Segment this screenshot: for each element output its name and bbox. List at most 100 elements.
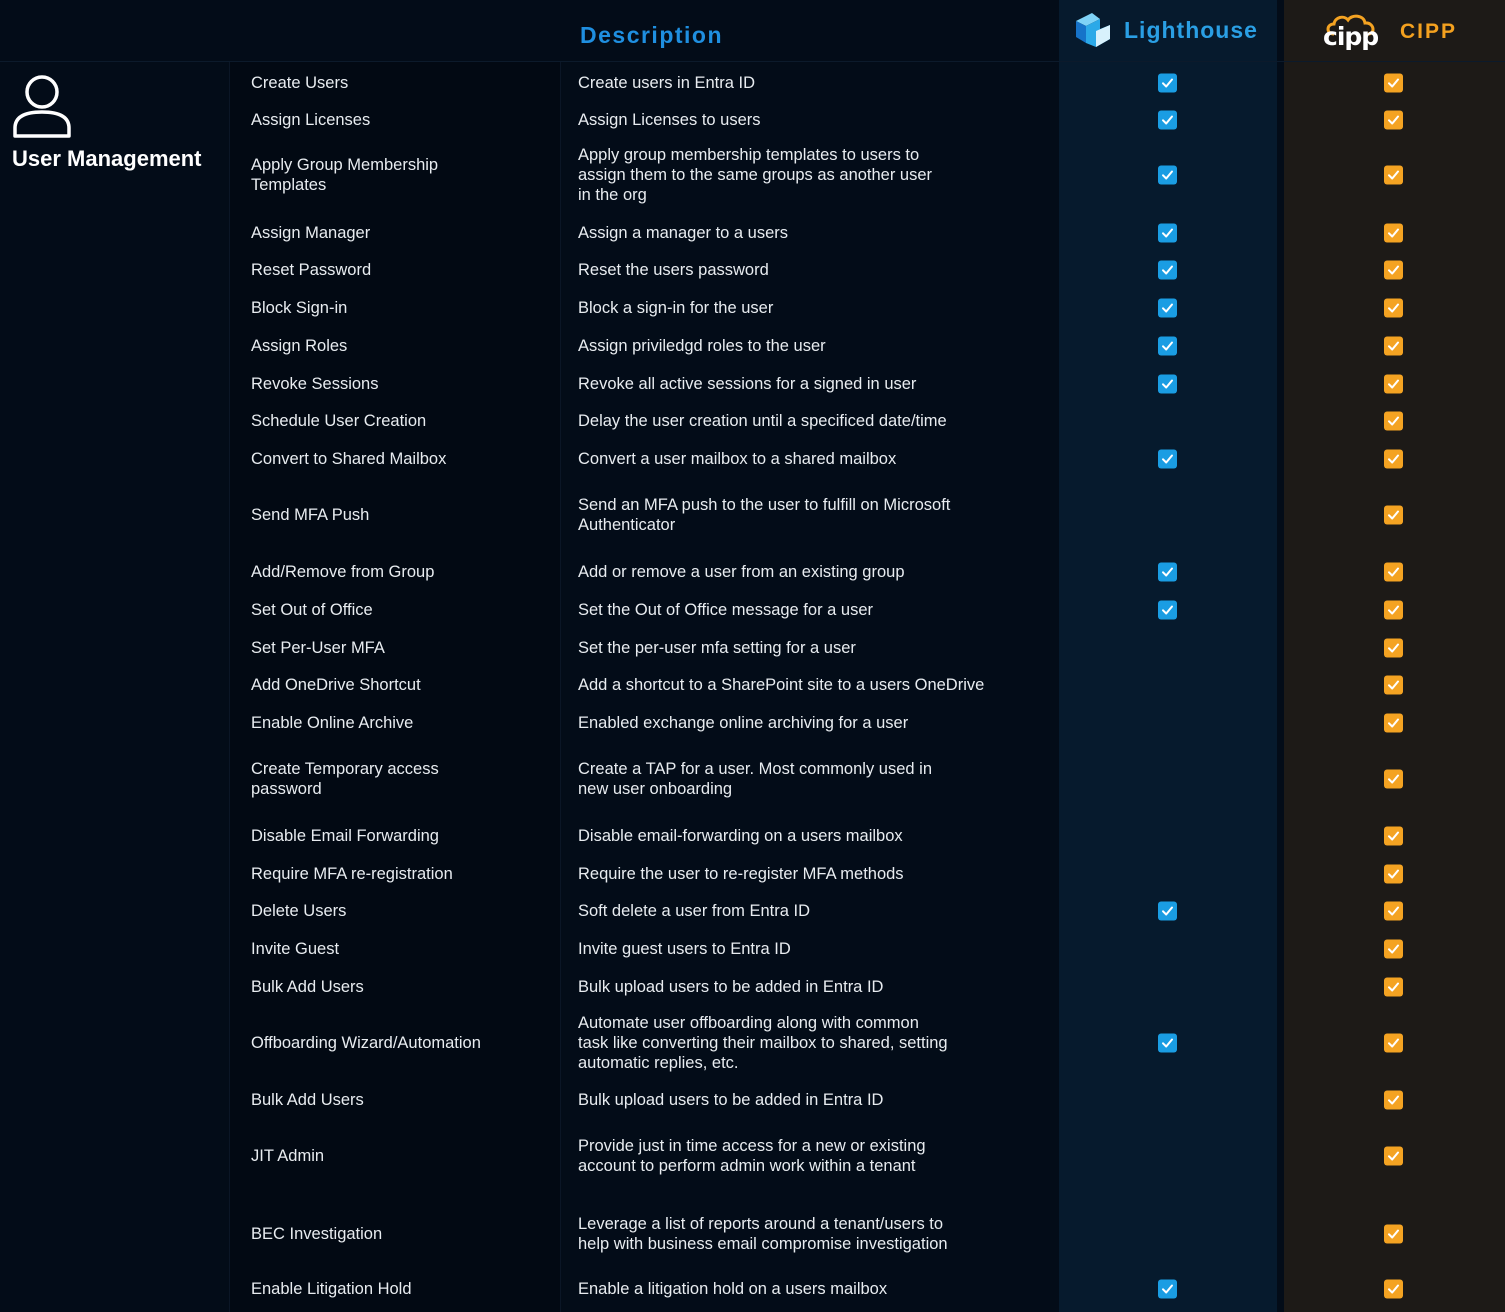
cipp-check-icon — [1384, 411, 1403, 431]
feature-description: Disable email-forwarding on a users mail… — [578, 827, 903, 845]
cipp-check-icon — [1384, 901, 1403, 921]
cipp-logo-icon: cipp — [1322, 12, 1380, 52]
cipp-check-icon — [1384, 73, 1403, 93]
feature-name: Invite Guest — [251, 940, 340, 958]
lighthouse-check-icon — [1158, 223, 1177, 243]
cipp-check-icon — [1384, 260, 1403, 280]
feature-name: BEC Investigation — [251, 1225, 383, 1243]
feature-name: Send MFA Push — [251, 506, 370, 524]
feature-description: Provide just in time access for a new or… — [578, 1137, 926, 1175]
lighthouse-check-icon — [1158, 600, 1177, 620]
section-user-management: User Management — [12, 72, 222, 172]
feature-description: Create a TAP for a user. Most commonly u… — [578, 760, 932, 798]
feature-description: Leverage a list of reports around a tena… — [578, 1215, 948, 1253]
cipp-check-icon — [1384, 1146, 1403, 1166]
lighthouse-logo-icon — [1076, 13, 1110, 47]
lighthouse-label: Lighthouse — [1124, 16, 1258, 43]
cipp-check-icon — [1384, 223, 1403, 243]
feature-name: Set Out of Office — [251, 601, 373, 619]
cipp-check-icon — [1384, 165, 1403, 185]
cipp-check-icon — [1384, 600, 1403, 620]
feature-description: Set the Out of Office message for a user — [578, 601, 874, 619]
feature-name: Revoke Sessions — [251, 375, 379, 393]
cipp-check-icon — [1384, 1033, 1403, 1053]
feature-name: Disable Email Forwarding — [251, 827, 439, 845]
cipp-check-icon — [1384, 110, 1403, 130]
feature-name: Set Per-User MFA — [251, 639, 385, 657]
cipp-check-icon — [1384, 769, 1403, 789]
feature-description: Block a sign-in for the user — [578, 299, 774, 317]
cipp-check-icon — [1384, 449, 1403, 469]
feature-description: Reset the users password — [578, 261, 769, 279]
feature-description: Assign a manager to a users — [578, 224, 789, 242]
cipp-check-icon — [1384, 562, 1403, 582]
feature-description: Create users in Entra ID — [578, 74, 755, 92]
feature-name: Enable Litigation Hold — [251, 1280, 412, 1298]
user-icon — [13, 75, 71, 138]
lighthouse-check-icon — [1158, 165, 1177, 185]
feature-name: Reset Password — [251, 261, 372, 279]
cipp-check-icon — [1384, 1224, 1403, 1244]
feature-description: Add or remove a user from an existing gr… — [578, 563, 905, 581]
cipp-check-icon — [1384, 713, 1403, 733]
feature-description: Set the per-user mfa setting for a user — [578, 639, 856, 657]
feature-name: Bulk Add Users — [251, 978, 364, 996]
feature-description: Bulk upload users to be added in Entra I… — [578, 1091, 884, 1109]
cipp-check-icon — [1384, 505, 1403, 525]
feature-description: Send an MFA push to the user to fulfill … — [578, 496, 951, 534]
feature-name: Create Users — [251, 74, 349, 92]
cipp-check-icon — [1384, 826, 1403, 846]
feature-name: Add OneDrive Shortcut — [251, 676, 421, 694]
lighthouse-check-icon — [1158, 562, 1177, 582]
lighthouse-check-icon — [1158, 73, 1177, 93]
header-divider — [0, 61, 1505, 62]
feature-description: Revoke all active sessions for a signed … — [578, 375, 917, 393]
lighthouse-check-icon — [1158, 260, 1177, 280]
cipp-check-icon — [1384, 1090, 1403, 1110]
feature-name: Apply Group Membership Templates — [251, 156, 439, 194]
lighthouse-check-icon — [1158, 449, 1177, 469]
cipp-check-icon — [1384, 977, 1403, 997]
feature-name: Enable Online Archive — [251, 714, 414, 732]
cipp-check-icon — [1384, 864, 1403, 884]
feature-name: Block Sign-in — [251, 299, 348, 317]
feature-description: Assign priviledgd roles to the user — [578, 337, 826, 355]
feature-description: Convert a user mailbox to a shared mailb… — [578, 450, 897, 468]
lighthouse-check-icon — [1158, 1279, 1177, 1299]
feature-name: Require MFA re-registration — [251, 865, 453, 883]
feature-description: Automate user offboarding along with com… — [578, 1014, 948, 1072]
cipp-check-icon — [1384, 675, 1403, 695]
cipp-header: cipp CIPP — [1322, 10, 1457, 54]
feature-column — [229, 62, 561, 1312]
lighthouse-check-icon — [1158, 336, 1177, 356]
feature-name: Convert to Shared Mailbox — [251, 450, 447, 468]
feature-description: Apply group membership templates to user… — [578, 146, 933, 204]
feature-name: Assign Roles — [251, 337, 348, 355]
feature-description: Enabled exchange online archiving for a … — [578, 714, 909, 732]
feature-description: Bulk upload users to be added in Entra I… — [578, 978, 884, 996]
feature-description: Enable a litigation hold on a users mail… — [578, 1280, 888, 1298]
cipp-check-icon — [1384, 374, 1403, 394]
feature-name: Assign Licenses — [251, 111, 371, 129]
cipp-label: CIPP — [1400, 20, 1458, 43]
lighthouse-check-icon — [1158, 374, 1177, 394]
lighthouse-check-icon — [1158, 298, 1177, 318]
feature-description: Add a shortcut to a SharePoint site to a… — [578, 676, 985, 694]
lighthouse-column — [1059, 0, 1277, 1312]
cipp-check-icon — [1384, 638, 1403, 658]
feature-name: Assign Manager — [251, 224, 371, 242]
cipp-check-icon — [1384, 939, 1403, 959]
feature-description: Invite guest users to Entra ID — [578, 940, 791, 958]
cipp-check-icon — [1384, 1279, 1403, 1299]
feature-description: Delay the user creation until a specific… — [578, 412, 947, 430]
lighthouse-check-icon — [1158, 901, 1177, 921]
cipp-logo-text: cipp — [1323, 22, 1379, 51]
feature-name: Bulk Add Users — [251, 1091, 364, 1109]
cipp-check-icon — [1384, 336, 1403, 356]
lighthouse-header: Lighthouse — [1072, 8, 1258, 52]
feature-description: Assign Licenses to users — [578, 111, 761, 129]
feature-name: Schedule User Creation — [251, 412, 427, 430]
feature-description: Require the user to re-register MFA meth… — [578, 865, 904, 883]
feature-name: JIT Admin — [251, 1147, 325, 1165]
lighthouse-check-icon — [1158, 1033, 1177, 1053]
